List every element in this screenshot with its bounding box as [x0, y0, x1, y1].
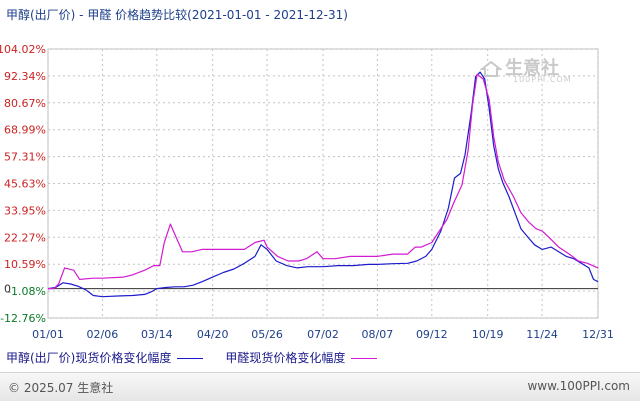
- series-line-2: [48, 73, 599, 290]
- legend-item-2: 甲醛现货价格变化幅度: [225, 349, 378, 366]
- x-tick-label: 10/19: [472, 328, 504, 341]
- x-tick-label: 11/24: [526, 328, 558, 341]
- y-tick-label: -1.08%: [7, 285, 46, 298]
- y-tick-label: 92.34%: [4, 70, 46, 83]
- chart-title: 甲醇(出厂价) - 甲醛 价格趋势比较(2021-01-01 - 2021-12…: [6, 8, 348, 22]
- legend-label: 甲醇(出厂价)现货价格变化幅度: [6, 351, 172, 365]
- x-tick-label: 05/26: [251, 328, 283, 341]
- x-tick-label: 07/02: [307, 328, 339, 341]
- copyright-text: © 2025.07 生意社: [8, 381, 114, 395]
- watermark-subtext: 100PPI.COM: [513, 75, 572, 84]
- zero-label: 0: [4, 283, 11, 296]
- x-tick-label: 12/31: [582, 328, 614, 341]
- x-tick-label: 04/20: [197, 328, 229, 341]
- legend-swatch: [351, 358, 378, 359]
- footer: © 2025.07 生意社 www.100PPI.com: [0, 372, 640, 401]
- y-tick-label: -12.76%: [0, 312, 46, 325]
- y-tick-label: 33.95%: [4, 204, 46, 217]
- y-tick-label: 10.59%: [4, 258, 46, 271]
- series-line-1: [47, 71, 599, 298]
- legend-swatch: [177, 358, 204, 359]
- watermark-logo: 生意社: [479, 54, 559, 80]
- y-tick-label: 45.63%: [4, 178, 46, 191]
- chart-legend: 甲醇(出厂价)现货价格变化幅度 甲醛现货价格变化幅度: [6, 349, 399, 366]
- watermark-text: 生意社: [505, 58, 559, 79]
- y-tick-label: 80.67%: [4, 97, 46, 110]
- y-tick-label: 68.99%: [4, 124, 46, 137]
- y-tick-label: 22.27%: [4, 231, 46, 244]
- grid-lines: [47, 48, 599, 319]
- axes: -12.76% -1.08% 10.59% 22.27% 33.95% 45.63% 57.…: [0, 43, 614, 341]
- y-tick-label: 57.31%: [4, 151, 46, 164]
- x-tick-label: 01/01: [32, 328, 64, 341]
- x-tick-label: 08/07: [362, 328, 394, 341]
- site-link[interactable]: www.100PPI.com: [527, 379, 630, 393]
- y-tick-label: 104.02%: [0, 43, 46, 56]
- legend-label: 甲醛现货价格变化幅度: [225, 351, 346, 365]
- legend-item-1: 甲醇(出厂价)现货价格变化幅度: [6, 349, 204, 366]
- x-tick-label: 03/14: [141, 328, 173, 341]
- series-lines: [47, 71, 599, 298]
- logo-icon: [479, 60, 503, 78]
- x-tick-label: 02/06: [87, 328, 119, 341]
- x-tick-label: 09/12: [416, 328, 448, 341]
